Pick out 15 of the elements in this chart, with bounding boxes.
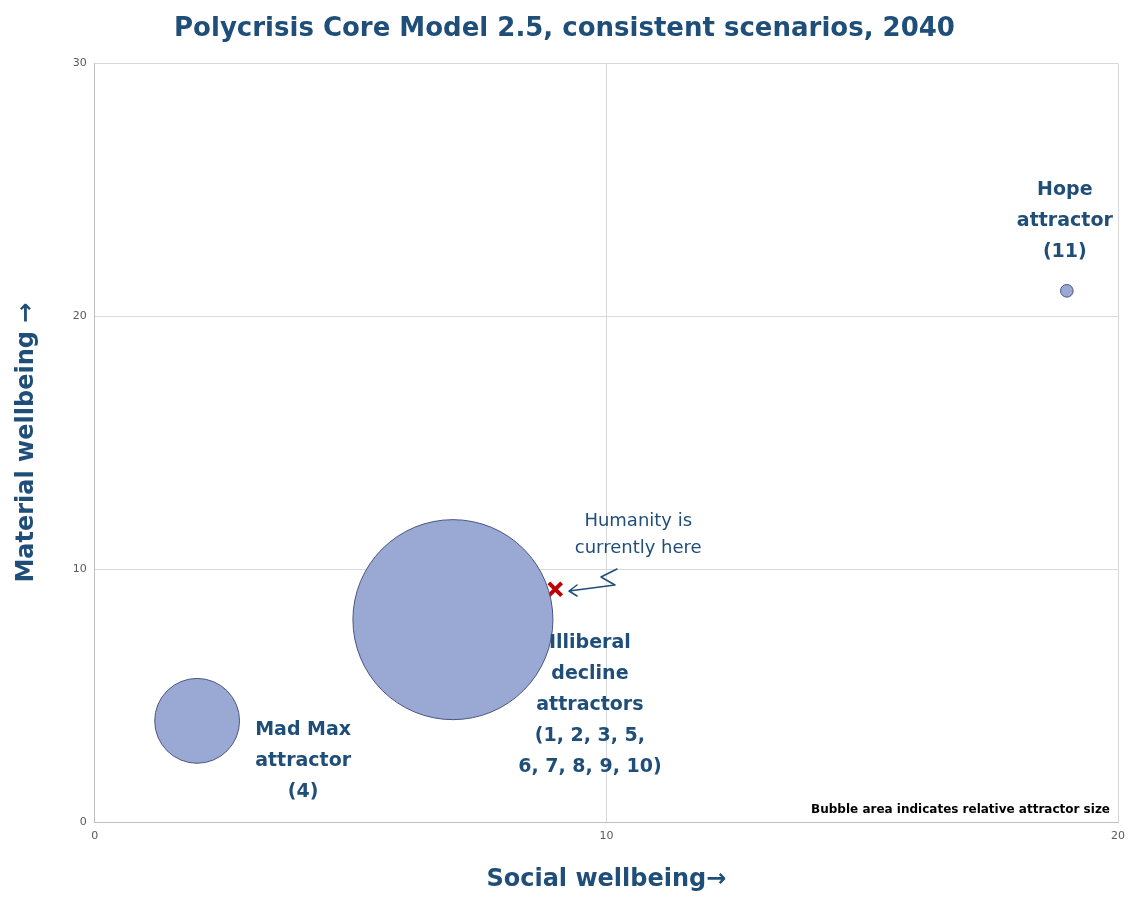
x-tick-label: 0 xyxy=(91,829,99,843)
x-tick-label: 10 xyxy=(599,829,614,843)
y-tick-label: 0 xyxy=(79,814,87,828)
x-axis-title: Social wellbeing→ xyxy=(486,863,727,892)
annotation: Illiberal decline attractors (1, 2, 3, 5, 6, 7, 8, 9, 10) xyxy=(518,629,662,776)
chart-title: Polycrisis Core Model 2.5, consistent scenarios, 2040 xyxy=(174,12,955,43)
x-tick-label: 20 xyxy=(1111,829,1125,843)
y-tick-label: 30 xyxy=(72,56,87,70)
y-tick-label: 10 xyxy=(72,561,87,575)
annotation: Hope attractor (11) xyxy=(1016,176,1114,261)
y-tick-label: 20 xyxy=(72,308,87,322)
annotation: Mad Max attractor (4) xyxy=(255,716,352,801)
annotation: Bubble area indicates relative attractor size xyxy=(811,802,1110,817)
annotation: Humanity is currently here xyxy=(574,509,702,558)
y-axis-title: Material wellbeing → xyxy=(10,302,39,583)
